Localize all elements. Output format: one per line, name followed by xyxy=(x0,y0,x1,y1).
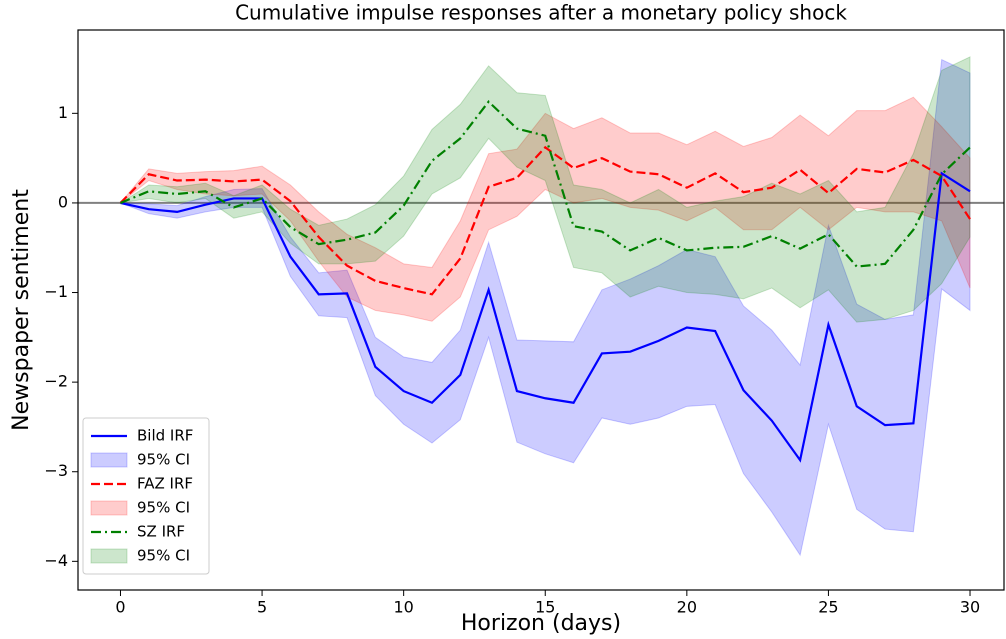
y-tick-label: −2 xyxy=(44,372,68,391)
x-tick-label: 5 xyxy=(257,598,267,617)
legend-box xyxy=(82,417,210,575)
y-axis-label: Newspaper sentiment xyxy=(9,189,34,431)
legend-label: 95% CI xyxy=(137,451,190,469)
ci-band xyxy=(120,58,971,557)
ci-band xyxy=(120,56,971,323)
legend-label: Bild IRF xyxy=(137,427,193,445)
y-tick-label: 1 xyxy=(58,103,68,122)
legend-label: 95% CI xyxy=(137,499,190,517)
y-tick-label: −4 xyxy=(44,551,68,570)
legend-swatch xyxy=(90,452,128,468)
legend-label: 95% CI xyxy=(137,547,190,565)
y-tick-label: −3 xyxy=(44,461,68,480)
plot-frame xyxy=(77,29,1005,591)
x-tick-label: 10 xyxy=(393,598,413,617)
x-tick-label: 30 xyxy=(960,598,980,617)
legend-label: FAZ IRF xyxy=(137,475,193,493)
ci-band xyxy=(120,96,971,322)
chart-title: Cumulative impulse responses after a mon… xyxy=(235,1,847,25)
x-tick-label: 25 xyxy=(818,598,838,617)
legend-swatch xyxy=(90,548,128,564)
irf-line xyxy=(120,100,971,268)
x-tick-label: 15 xyxy=(535,598,555,617)
legend: Bild IRF 95% CI FAZ IRF 95% CI SZ IRF 95% CI xyxy=(82,417,210,575)
x-tick-label: 0 xyxy=(115,598,125,617)
x-axis-label: Horizon (days) xyxy=(461,611,621,636)
x-tick-label: 20 xyxy=(677,598,697,617)
legend-label: SZ IRF xyxy=(137,523,185,541)
y-tick-label: −1 xyxy=(44,282,68,301)
legend-swatch xyxy=(90,500,128,516)
y-tick-label: 0 xyxy=(58,192,68,211)
plot-area xyxy=(78,56,1004,557)
irf-line xyxy=(119,145,971,296)
